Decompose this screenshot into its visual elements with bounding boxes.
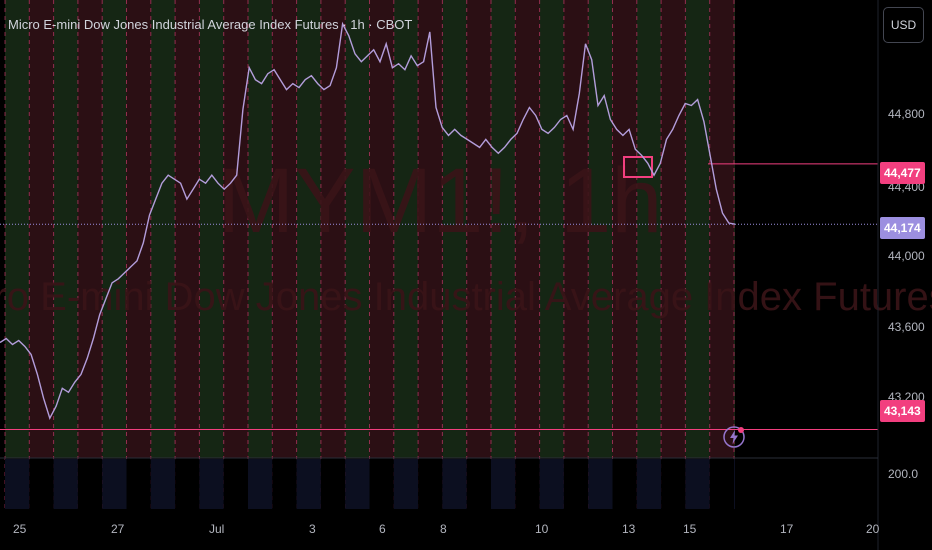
currency-button[interactable]: USD <box>883 7 924 43</box>
indicator-bar <box>685 459 710 509</box>
indicator-bar <box>345 459 370 509</box>
horizontal-lines <box>0 163 878 431</box>
watermark-name: Micro E-mini Dow Jones Industrial Averag… <box>0 275 932 319</box>
date-axis-label: 8 <box>440 522 447 536</box>
indicator-bar <box>515 459 540 509</box>
session-band <box>150 0 176 458</box>
date-axis-label: 3 <box>309 522 316 536</box>
lightning-alert-icon[interactable] <box>722 425 746 449</box>
price-axis-label: 43,600 <box>888 320 925 334</box>
indicator-bar <box>563 459 589 509</box>
session-dividers <box>4 0 735 510</box>
indicator-bar <box>418 459 443 509</box>
indicator-bar <box>102 459 127 509</box>
session-band <box>515 0 540 458</box>
date-axis-label: 25 <box>13 522 27 536</box>
indicator-bar <box>466 459 491 509</box>
session-band <box>272 0 297 458</box>
date-axis-label: 6 <box>379 522 386 536</box>
watermark-symbol: MYM1!, 1h <box>218 150 663 252</box>
chart-title: Micro E-mini Dow Jones Industrial Averag… <box>8 17 413 32</box>
session-band <box>369 0 394 458</box>
indicator-bar <box>442 459 467 509</box>
session-band <box>199 0 224 458</box>
annotation-rectangle[interactable] <box>623 156 653 178</box>
date-axis-label: 20 <box>866 522 880 536</box>
price-axis-label: 44,800 <box>888 107 925 121</box>
indicator-pane <box>5 459 735 509</box>
date-axis-label: 15 <box>683 522 697 536</box>
session-band <box>418 0 443 458</box>
session-band <box>612 0 637 458</box>
session-band <box>563 0 589 458</box>
indicator-bar <box>296 459 321 509</box>
indicator-bar <box>29 459 54 509</box>
session-band <box>734 0 735 458</box>
session-band <box>345 0 370 458</box>
indicator-bar <box>272 459 297 509</box>
session-band <box>636 0 662 458</box>
session-band <box>5 0 30 458</box>
session-backgrounds <box>5 0 735 458</box>
indicator-bar <box>539 459 564 509</box>
session-band <box>296 0 321 458</box>
price-axis-label: 44,000 <box>888 249 925 263</box>
indicator-bar <box>53 459 78 509</box>
last-price-tag: 44,174 <box>880 217 925 239</box>
lower-price-tag[interactable]: 43,143 <box>880 400 925 422</box>
indicator-bar <box>5 459 30 509</box>
session-band <box>539 0 564 458</box>
indicator-bar <box>77 459 103 509</box>
indicator-bar <box>612 459 637 509</box>
session-band <box>466 0 491 458</box>
indicator-bar <box>369 459 394 509</box>
session-band <box>393 0 419 458</box>
session-band <box>53 0 78 458</box>
indicator-bar <box>248 459 273 509</box>
date-axis-label: Jul <box>209 522 225 536</box>
indicator-bar <box>734 459 735 509</box>
indicator-bar <box>199 459 224 509</box>
indicator-bar <box>175 459 200 509</box>
indicator-bar <box>393 459 419 509</box>
session-band <box>248 0 273 458</box>
indicator-bar <box>150 459 176 509</box>
date-axis-label: 13 <box>622 522 636 536</box>
session-band <box>77 0 103 458</box>
session-band <box>491 0 516 458</box>
indicator-bar <box>661 459 686 509</box>
session-band <box>442 0 467 458</box>
session-band <box>709 0 734 458</box>
session-band <box>29 0 54 458</box>
date-axis-label: 10 <box>535 522 549 536</box>
indicator-bar <box>223 459 248 509</box>
indicator-bar <box>320 459 346 509</box>
alert-price-tag[interactable]: 44,477 <box>880 162 925 184</box>
session-band <box>661 0 686 458</box>
indicator-bar <box>126 459 151 509</box>
indicator-bar <box>491 459 516 509</box>
session-band <box>175 0 200 458</box>
indicator-bar <box>636 459 662 509</box>
price-line <box>0 21 736 421</box>
session-band <box>126 0 151 458</box>
indicator-bar <box>709 459 734 509</box>
date-axis-label: 27 <box>111 522 125 536</box>
session-band <box>685 0 710 458</box>
session-band <box>588 0 613 458</box>
indicator-axis-label: 200.0 <box>888 467 919 481</box>
session-band <box>102 0 127 458</box>
indicator-bar <box>588 459 613 509</box>
date-axis-label: 17 <box>780 522 794 536</box>
session-band <box>223 0 248 458</box>
